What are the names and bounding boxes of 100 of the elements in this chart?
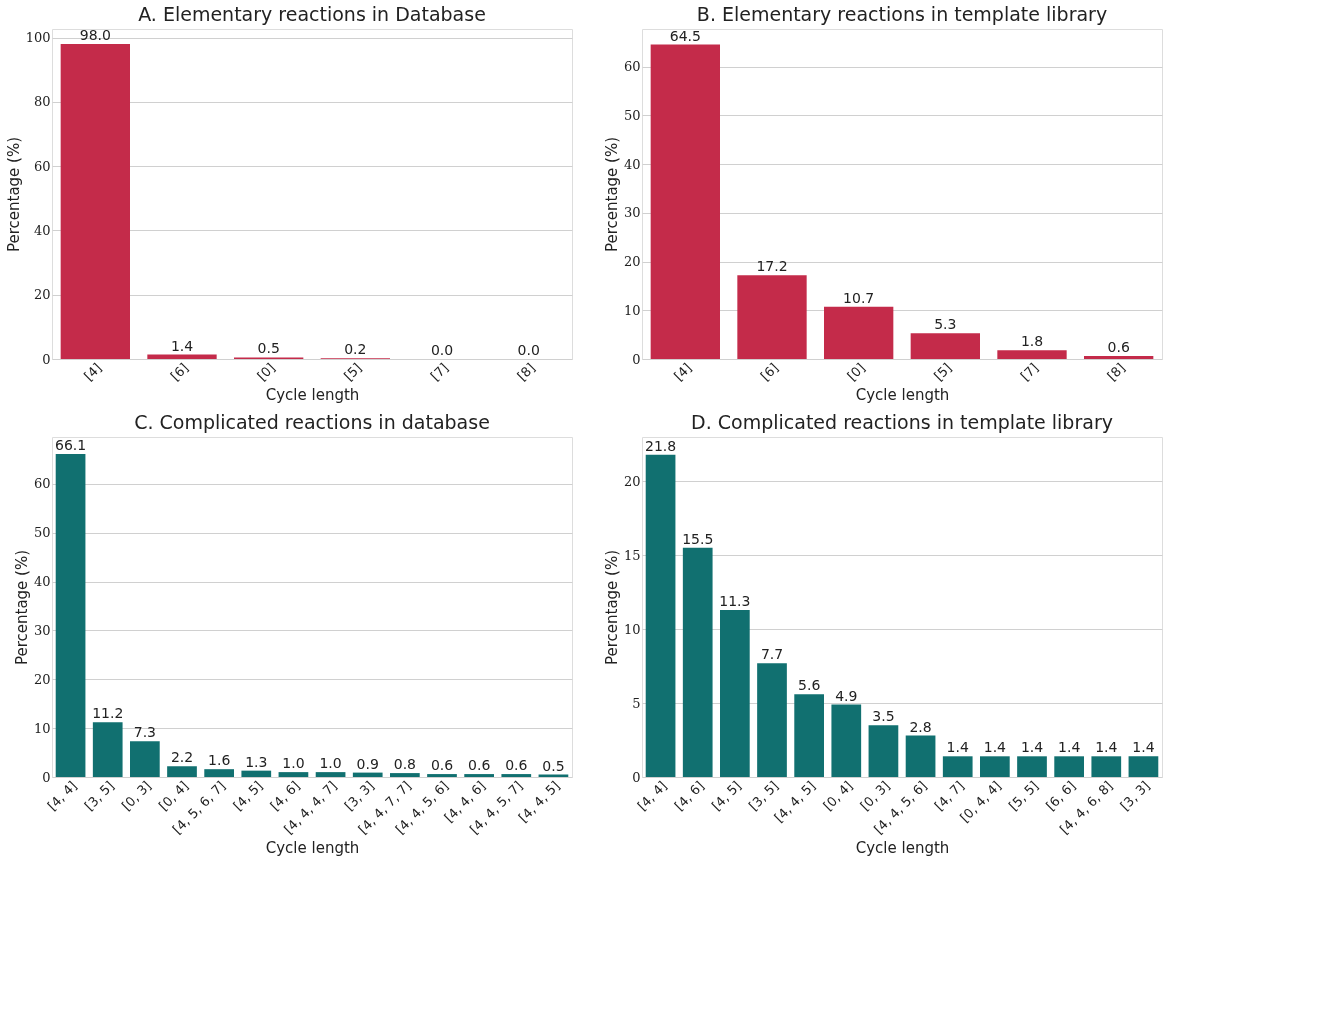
data-label: 11.2 xyxy=(92,705,124,722)
x-tick-label: [8] xyxy=(1104,360,1128,384)
data-label: 0.6 xyxy=(505,757,528,774)
bar xyxy=(1084,356,1154,359)
data-label: 1.4 xyxy=(1095,739,1118,756)
data-label: 21.8 xyxy=(644,437,677,454)
data-label: 0.8 xyxy=(393,756,416,773)
x-tick-label: [6] xyxy=(757,360,782,384)
data-label: 0.6 xyxy=(1107,339,1130,356)
y-tick-label: 10 xyxy=(623,621,641,637)
bar xyxy=(352,772,383,777)
data-label: 66.1 xyxy=(54,437,87,454)
data-label: 0.5 xyxy=(542,757,565,774)
data-label: 1.8 xyxy=(1020,333,1044,350)
data-label: 1.6 xyxy=(208,752,231,769)
data-label: 11.3 xyxy=(719,592,751,609)
x-tick-label: [5] xyxy=(930,360,955,384)
bar xyxy=(942,756,973,777)
x-tick-label: [7] xyxy=(1017,360,1042,384)
x-tick-label: [8] xyxy=(514,360,538,384)
y-tick-label: 20 xyxy=(33,287,51,303)
data-label: 0.0 xyxy=(430,342,454,358)
x-tick-label: [5] xyxy=(340,360,365,384)
data-label: 3.5 xyxy=(872,708,895,725)
x-tick-label: [6] xyxy=(167,360,192,384)
x-tick-label: [0, 3] xyxy=(118,778,155,814)
x-tick-label: [4, 5] xyxy=(230,778,266,814)
data-label: 2.8 xyxy=(909,718,932,735)
bar xyxy=(905,735,936,777)
bar xyxy=(1091,756,1122,777)
data-label: 0.6 xyxy=(430,757,454,774)
y-tick-label: 40 xyxy=(33,574,51,590)
bar xyxy=(427,774,457,777)
y-tick-label: 0 xyxy=(42,351,51,367)
x-tick-label: [3, 3] xyxy=(1117,778,1153,814)
data-label: 0.9 xyxy=(356,755,379,772)
data-label: 1.0 xyxy=(319,755,342,772)
y-tick-label: 15 xyxy=(623,547,641,563)
y-tick-label: 5 xyxy=(632,695,641,711)
bar xyxy=(720,609,750,777)
bar xyxy=(278,772,309,777)
x-tick-label: [4] xyxy=(80,360,105,384)
bar xyxy=(130,741,160,777)
bar xyxy=(757,663,787,777)
y-tick-label: 60 xyxy=(33,476,51,492)
data-label: 64.5 xyxy=(669,27,701,44)
y-tick-label: 40 xyxy=(623,156,641,172)
y-tick-label: 60 xyxy=(623,59,641,75)
chart-title: D. Complicated reactions in template library xyxy=(691,411,1113,433)
y-tick-label: 30 xyxy=(33,622,51,638)
data-label: 1.4 xyxy=(1132,739,1155,756)
x-tick-label: [0] xyxy=(254,360,278,384)
bar xyxy=(55,454,86,777)
bar xyxy=(167,766,197,777)
bar xyxy=(60,44,130,359)
data-label: 0.0 xyxy=(517,342,540,358)
x-tick-label: [0] xyxy=(844,360,868,384)
chart-title: A. Elementary reactions in Database xyxy=(138,3,486,25)
y-tick-label: 50 xyxy=(623,107,641,123)
data-label: 1.4 xyxy=(170,337,194,354)
bar xyxy=(241,770,272,777)
bar xyxy=(1017,756,1047,777)
data-label: 2.2 xyxy=(170,749,194,766)
bar xyxy=(464,774,494,777)
data-label: 4.9 xyxy=(835,687,858,704)
data-label: 0.6 xyxy=(468,757,491,774)
bar xyxy=(501,774,532,777)
y-axis-title: Percentage (%) xyxy=(12,549,31,666)
chart-title: B. Elementary reactions in template library xyxy=(696,3,1108,25)
data-label: 1.4 xyxy=(1058,739,1081,756)
x-axis-title: Cycle length xyxy=(265,838,360,857)
data-label: 17.2 xyxy=(756,258,788,275)
y-axis-title: Percentage (%) xyxy=(602,136,621,253)
x-tick-label: [7] xyxy=(427,360,452,384)
y-tick-label: 50 xyxy=(33,525,51,541)
bar xyxy=(204,769,234,777)
data-label: 1.3 xyxy=(245,753,268,770)
chart-title: C. Complicated reactions in database xyxy=(134,411,490,433)
x-tick-label: [3, 5] xyxy=(81,778,117,814)
bar xyxy=(92,722,123,777)
data-label: 1.4 xyxy=(946,739,969,756)
data-label: 7.3 xyxy=(133,724,156,741)
bar xyxy=(650,44,720,359)
bar xyxy=(997,350,1067,359)
y-tick-label: 100 xyxy=(25,30,51,46)
bar xyxy=(737,275,807,359)
data-label: 15.5 xyxy=(682,530,714,547)
x-axis-title: Cycle length xyxy=(265,385,360,404)
bar xyxy=(147,354,217,359)
bar xyxy=(831,704,862,777)
data-label: 5.6 xyxy=(798,677,821,694)
x-tick-label: [4, 5] xyxy=(708,778,745,814)
x-tick-label: [0, 4] xyxy=(820,778,856,814)
data-label: 1.0 xyxy=(282,755,305,772)
x-axis-title: Cycle length xyxy=(855,385,950,404)
bar xyxy=(868,725,899,777)
y-tick-label: 20 xyxy=(623,473,641,489)
bar xyxy=(980,756,1010,777)
data-label: 0.2 xyxy=(344,341,367,358)
y-tick-label: 10 xyxy=(623,302,641,318)
